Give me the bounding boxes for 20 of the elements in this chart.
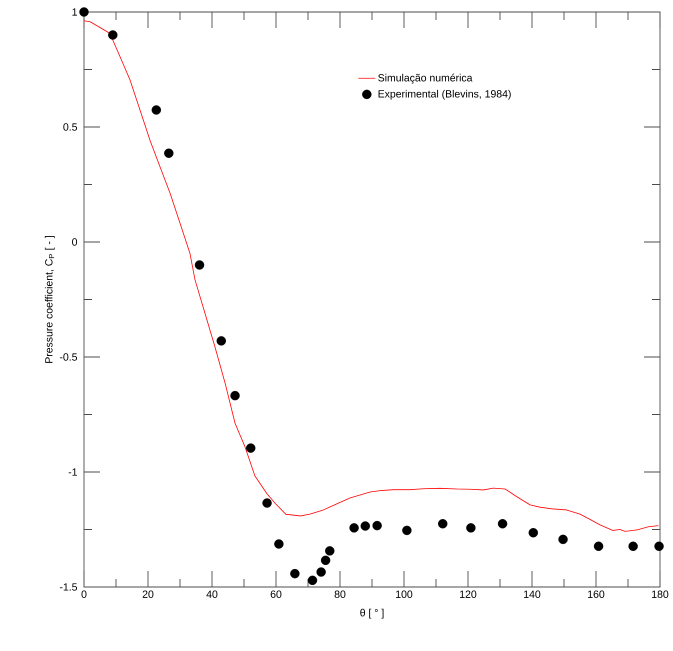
y-tick-label: -1.5: [60, 583, 78, 591]
legend-label: Experimental (Blevins, 1984): [378, 90, 511, 100]
y-tick-label: -1: [68, 468, 77, 476]
legend-label: Simulação numérica: [378, 74, 472, 84]
x-tick-label: 60: [270, 590, 282, 598]
x-tick-label: 20: [142, 590, 154, 598]
x-tick-label: 180: [652, 590, 668, 598]
x-tick-label: 0: [82, 590, 86, 598]
x-tick-label: 80: [334, 590, 346, 598]
y-axis-title: Pressure coefficient, C$_{P}$ [ - ]: [44, 236, 55, 363]
x-tick-label: 40: [206, 590, 218, 598]
y-tick-label: 0.5: [63, 123, 78, 131]
x-tick-label: 120: [460, 590, 476, 598]
x-tick-label: 160: [588, 590, 604, 598]
y-tick-label: -0.5: [60, 353, 78, 361]
y-tick-label: 0: [72, 238, 78, 246]
x-tick-label: 140: [524, 590, 540, 598]
x-tick-label: 100: [396, 590, 412, 598]
x-axis-title: θ [ ° ]: [360, 608, 384, 619]
y-tick-label: 1: [72, 8, 77, 16]
